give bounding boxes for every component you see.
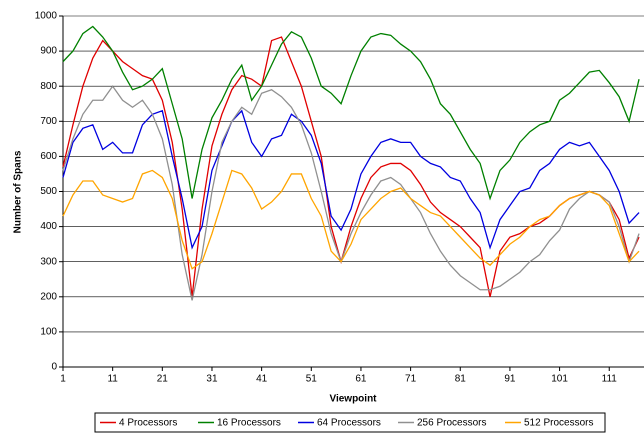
series-line [62,109,640,250]
x-tick-label: 61 [355,374,367,385]
y-tick-label: 800 [40,81,57,92]
x-axis-label: Viewpoint [329,394,377,405]
series-line [62,36,640,297]
x-tick-label: 71 [405,374,417,385]
series-line [62,85,640,301]
x-tick-label: 1 [60,374,66,385]
x-tick-label: 111 [602,374,618,385]
legend-label: 64 Processors [317,418,381,429]
y-axis-label: Number of Spans [13,150,24,233]
y-tick-label: 400 [40,221,57,232]
legend-box [94,412,606,433]
y-tick-label: 700 [40,116,57,127]
legend-label: 16 Processors [217,418,281,429]
x-tick-label: 101 [551,374,568,385]
series-line [62,25,640,201]
y-tick-label: 100 [40,327,57,338]
x-tick-label: 11 [107,374,118,385]
legend-label: 4 Processors [119,418,177,429]
y-tick-label: 1000 [35,11,58,22]
x-tick-label: 21 [157,374,169,385]
x-tick-label: 41 [256,374,268,385]
x-tick-label: 91 [504,374,516,385]
x-tick-label: 31 [206,374,218,385]
y-tick-label: 300 [40,256,57,267]
x-tick-label: 51 [306,374,318,385]
y-tick-label: 0 [51,362,57,373]
x-tick-label: 81 [455,374,467,385]
y-tick-label: 500 [40,186,57,197]
legend-label: 512 Processors [524,418,593,429]
y-tick-label: 200 [40,291,57,302]
y-tick-label: 900 [40,46,57,57]
legend-label: 256 Processors [417,418,486,429]
y-tick-label: 600 [40,151,57,162]
series-line [62,169,640,270]
